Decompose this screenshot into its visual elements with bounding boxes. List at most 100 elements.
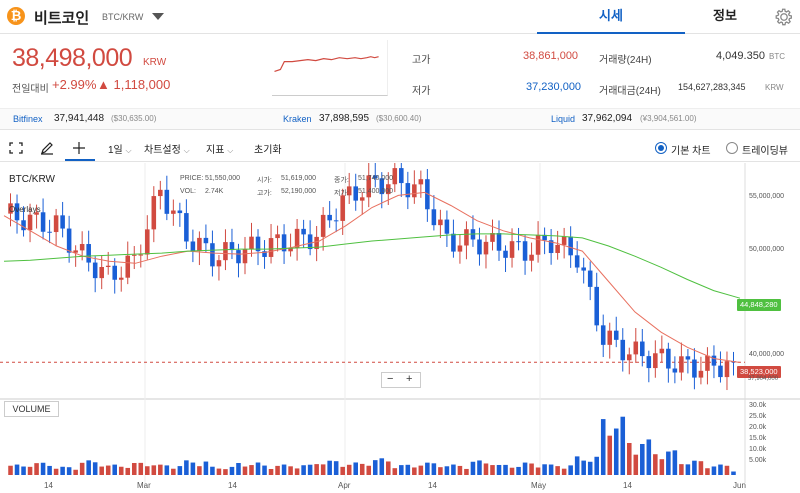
candle-body [477, 239, 482, 255]
volume-bar [646, 439, 652, 475]
volume-bar [542, 464, 547, 475]
x-tick: 14 [228, 481, 237, 490]
candle-body [60, 215, 65, 229]
volume-bar [275, 465, 280, 475]
low-value: 37,230,000 [526, 81, 582, 93]
candle-body [620, 339, 626, 361]
ma-long-tag: 44,848,280 [737, 299, 781, 311]
volume-panel-label: VOLUME [4, 401, 59, 417]
candle-body [307, 234, 313, 250]
high-label: 고가 [412, 55, 431, 66]
volume-bar [587, 461, 593, 475]
volume-bar [516, 466, 521, 475]
candle-body [242, 249, 248, 264]
volume-bar [581, 460, 586, 475]
volume-bar [60, 466, 65, 475]
interval-select[interactable]: 1일 ⌵ [108, 141, 132, 156]
candle-body [255, 236, 261, 252]
candle-body [412, 184, 417, 198]
candle-body [294, 228, 300, 248]
crosshair-icon[interactable] [72, 141, 86, 155]
volume-bar [620, 416, 626, 475]
volume-bar [666, 451, 671, 475]
volume-bar [79, 462, 85, 475]
fullscreen-icon[interactable] [9, 142, 23, 154]
zoom-out-button[interactable]: − [387, 373, 394, 385]
candle-body [359, 197, 365, 201]
change-percent: +2.99% [52, 77, 97, 92]
candle-body [86, 244, 91, 263]
candle-body [197, 237, 202, 251]
price-tick: 55,000,000 [749, 193, 785, 200]
candle-body [438, 219, 443, 226]
exchange-price-foreign: (¥3,904,561.00) [640, 114, 697, 123]
volume-value: 4,049.350 [716, 50, 765, 62]
info-low: 51,400,000 [358, 188, 394, 195]
volume-bar [268, 468, 274, 475]
candle-body [353, 186, 358, 201]
candle-body [561, 236, 567, 245]
volume-bar [105, 465, 111, 475]
candle-body [698, 370, 704, 378]
candle-body [340, 195, 345, 221]
price-chart[interactable] [0, 163, 800, 493]
zoom-controls: − + [381, 372, 421, 388]
candle-body [236, 250, 241, 264]
volume-bar [197, 466, 202, 475]
exchange-name[interactable]: Kraken [283, 114, 312, 124]
basic-chart-label[interactable]: 기본 차트 [671, 146, 711, 157]
volume-bar [216, 468, 222, 475]
candle-body [418, 179, 424, 185]
gear-icon[interactable] [773, 6, 795, 28]
candle-body [177, 210, 183, 214]
volume-bar [262, 465, 267, 475]
volume-tick: 10.0k [749, 446, 767, 453]
exchange-name[interactable]: Liquid [551, 114, 576, 124]
volume-bar [73, 469, 78, 475]
candle-body [99, 267, 104, 279]
candle-body [718, 365, 723, 378]
tab-info[interactable]: 정보 [713, 8, 737, 23]
volume-bar [190, 462, 196, 475]
indicators-menu[interactable]: 지표 ⌵ [206, 141, 233, 156]
exchange-price-row [0, 108, 800, 130]
chart-toolbar [0, 134, 800, 162]
volume-bar [724, 465, 730, 475]
volume-bar [444, 466, 450, 475]
volume-bar [457, 465, 463, 475]
volume-bar [679, 464, 684, 475]
exchange-name[interactable]: Bitfinex [13, 114, 43, 124]
tab-price[interactable]: 시세 [537, 0, 685, 34]
price-tick: 40,000,000 [749, 351, 785, 358]
tradingview-label[interactable]: 트레이딩뷰 [742, 146, 788, 157]
candle-body [223, 242, 228, 261]
candle-body [548, 240, 554, 254]
volume-bar [125, 467, 131, 475]
candle-body [366, 175, 372, 198]
volume-bar [418, 465, 424, 475]
x-tick: Jun [733, 481, 746, 490]
chart-settings-menu[interactable]: 차트설정 ⌵ [144, 141, 190, 156]
candle-body [431, 209, 437, 226]
candle-body [711, 355, 717, 366]
reset-button[interactable]: 초기화 [254, 145, 282, 156]
volume-bar [281, 464, 287, 475]
candle-body [451, 233, 456, 252]
candle-body [392, 168, 398, 185]
volume-bar [555, 466, 560, 475]
tradingview-radio[interactable] [726, 142, 738, 154]
candle-body [705, 355, 710, 371]
overlays-label[interactable]: Overlays [9, 205, 41, 214]
volume-bar [490, 465, 495, 475]
pencil-icon[interactable] [40, 141, 54, 155]
volume-bar [535, 467, 541, 475]
amount-unit: KRW [765, 83, 784, 92]
candle-body [679, 356, 684, 373]
zoom-in-button[interactable]: + [406, 373, 413, 385]
candle-body [34, 212, 39, 215]
ma-short-line [3, 191, 741, 363]
basic-chart-radio[interactable] [655, 142, 667, 154]
candle-body [626, 354, 632, 361]
candle-body [724, 361, 730, 378]
chevron-down-icon[interactable] [152, 13, 164, 20]
